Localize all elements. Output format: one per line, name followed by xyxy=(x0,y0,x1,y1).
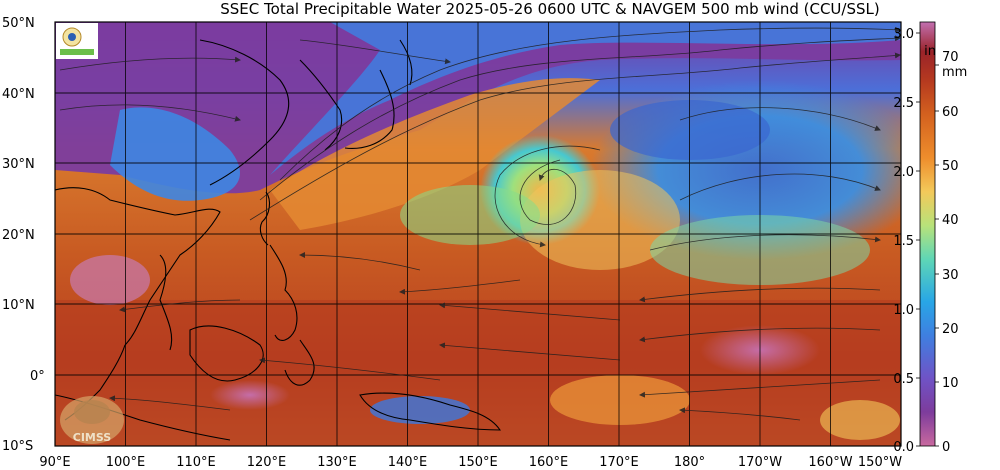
new-guinea xyxy=(359,392,502,431)
colorbar-mm-tick: 20 xyxy=(942,322,959,337)
lon-label: 170°W xyxy=(738,455,782,470)
cimss-logo: CIMSS xyxy=(60,396,124,444)
colorbar-mm-tick: 60 xyxy=(942,105,959,120)
map-title: SSEC Total Precipitable Water 2025-05-26… xyxy=(220,0,880,18)
colorbar-mm-tick: 0 xyxy=(942,440,950,455)
lat-label: 40°N xyxy=(2,87,35,102)
lon-label: 100°E xyxy=(106,455,146,470)
lon-label: 110°E xyxy=(176,455,216,470)
colorbar-inch-tick: 1.5 xyxy=(893,234,914,249)
colorbar-inch-tick: 0.0 xyxy=(893,440,914,455)
lon-label: 170°E xyxy=(599,455,639,470)
colorbar-scale xyxy=(919,21,936,447)
latitude-labels: 50°N 40°N 30°N 20°N 10°N 0° 10°S xyxy=(2,16,45,454)
hokkaido xyxy=(399,39,413,86)
taiwan xyxy=(259,191,271,246)
lon-label: 150°E xyxy=(458,455,498,470)
colorbar-inch-tick: 0.5 xyxy=(893,372,914,387)
philippines xyxy=(269,244,298,341)
borneo xyxy=(189,325,264,382)
lat-label: 0° xyxy=(30,369,45,384)
colorbar-inch-tick: 3.0 xyxy=(893,27,914,42)
korea-japan xyxy=(299,59,343,151)
china-coast xyxy=(199,39,290,186)
colorbar-inch-unit: in xyxy=(924,44,936,59)
longitude-labels: 90°E 100°E 110°E 120°E 130°E 140°E 150°E… xyxy=(39,455,902,470)
graticule xyxy=(55,22,901,446)
lon-label: 120°E xyxy=(247,455,287,470)
lon-label: 90°E xyxy=(39,455,70,470)
colorbar-mm-tick: 70 xyxy=(942,50,959,65)
colorbar: 3.0 2.5 2.0 1.5 1.0 0.5 0.0 in 70 60 50 … xyxy=(893,21,967,455)
lat-label: 50°N xyxy=(2,16,35,31)
lon-label: 130°E xyxy=(317,455,357,470)
colorbar-mm-tick: 50 xyxy=(942,159,959,174)
lon-label: 150°W xyxy=(858,455,902,470)
lat-label: 10°N xyxy=(2,298,35,313)
lon-label: 140°E xyxy=(388,455,428,470)
lat-label: 20°N xyxy=(2,228,35,243)
colorbar-mm-unit: mm xyxy=(942,65,967,80)
colorbar-inch-tick: 2.0 xyxy=(893,165,914,180)
ssec-logo xyxy=(56,23,98,59)
lon-label: 160°W xyxy=(808,455,852,470)
wind-streamlines xyxy=(59,26,901,421)
asia-coast xyxy=(55,187,221,346)
colorbar-mm-tick: 40 xyxy=(942,213,959,228)
sulawesi xyxy=(284,339,315,386)
lat-label: 10°S xyxy=(2,439,33,454)
colorbar-inch-tick: 1.0 xyxy=(893,303,914,318)
japan-honshu xyxy=(344,69,395,149)
lat-label: 30°N xyxy=(2,157,35,172)
colorbar-inch-tick: 2.5 xyxy=(893,96,914,111)
lon-label: 160°E xyxy=(529,455,569,470)
map-frame xyxy=(54,21,902,447)
cimss-logo-text: CIMSS xyxy=(73,431,112,444)
colorbar-mm-tick: 10 xyxy=(942,376,959,391)
dry-jet-band xyxy=(270,22,901,175)
indochina-coast xyxy=(159,254,173,351)
lon-label: 180° xyxy=(674,455,705,470)
colorbar-mm-tick: 30 xyxy=(942,268,959,283)
